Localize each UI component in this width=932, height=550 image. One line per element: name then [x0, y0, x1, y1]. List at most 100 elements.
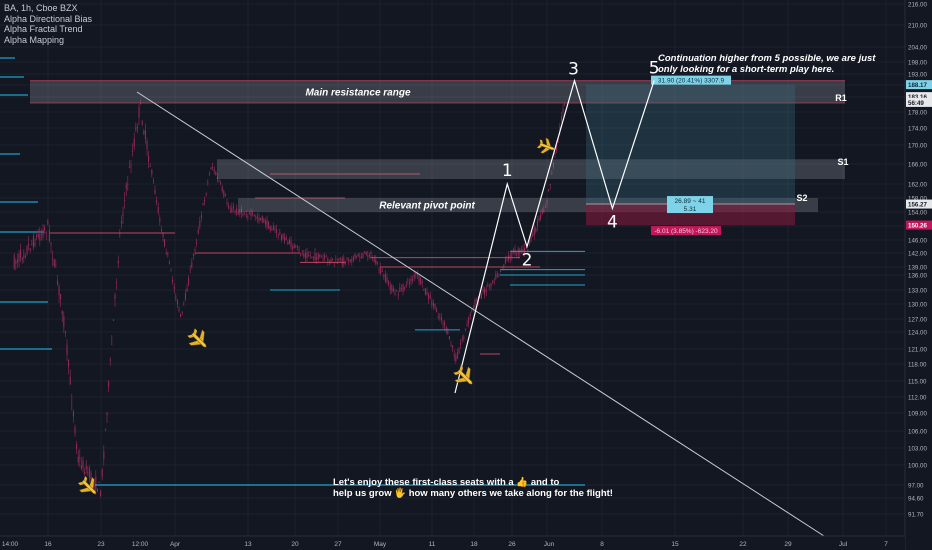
candle-body — [247, 216, 249, 218]
candle-body — [130, 165, 132, 168]
candle-body — [344, 261, 346, 264]
candle-body — [540, 214, 542, 220]
candle-body — [52, 258, 54, 260]
candle-body — [255, 216, 257, 219]
candle-body — [498, 273, 500, 275]
candle-body — [261, 215, 263, 223]
candle-body — [372, 258, 374, 260]
candle-body — [128, 166, 130, 168]
candle-body — [191, 262, 193, 268]
candle-body — [309, 254, 311, 256]
plane-wing — [540, 137, 552, 154]
candle-body — [428, 294, 430, 300]
zone-label: Relevant pivot point — [379, 201, 475, 212]
candle-body — [271, 229, 273, 231]
candle-body — [469, 313, 471, 317]
candle-body — [404, 287, 406, 289]
airplane-icon — [77, 475, 97, 495]
candle-body — [394, 292, 396, 295]
candle-body — [559, 126, 561, 131]
y-tick-label: 158.00 — [908, 196, 927, 203]
candle-body — [239, 211, 241, 214]
candle-body — [95, 476, 97, 490]
symbol-label[interactable]: BA, 1h, Cboe BZX — [4, 3, 78, 13]
candle-body — [55, 264, 57, 266]
candle-body — [149, 166, 151, 168]
candle-body — [96, 488, 98, 492]
candle-body — [151, 169, 153, 175]
plane-wing — [454, 366, 471, 383]
candle-body — [18, 253, 20, 262]
airplane-icon — [187, 328, 207, 348]
candle-body — [60, 294, 62, 300]
candle-body — [192, 254, 194, 256]
indicator-label[interactable]: Alpha Directional Bias — [4, 13, 93, 24]
candle-body — [132, 150, 134, 152]
candle-body — [437, 316, 439, 318]
candle-body — [213, 169, 215, 172]
candle-body — [258, 217, 260, 221]
indicator-label[interactable]: Alpha Fractal Trend — [4, 24, 83, 34]
support-zone — [217, 159, 845, 179]
price-axis: 91.70 94.60 97.00 100.00 103.00 106.00 109.00 1… — [904, 0, 932, 550]
x-tick-label: 23 — [97, 541, 105, 548]
x-tick-label: 8 — [600, 541, 604, 548]
candle-body — [112, 319, 114, 321]
candle-body — [13, 255, 15, 269]
candle-body — [268, 221, 270, 229]
candle-body — [346, 257, 348, 260]
elliott-wave-path — [454, 78, 655, 394]
candle-body — [503, 264, 505, 268]
price-candles — [13, 99, 566, 498]
candle-body — [287, 241, 289, 245]
candle-body — [45, 232, 47, 234]
wave-label-1: 1 — [502, 161, 513, 181]
candle-body — [48, 230, 50, 242]
candle-body — [332, 258, 334, 261]
candle-body — [104, 429, 106, 431]
candle-body — [208, 173, 210, 175]
indicator-label[interactable]: Alpha Mapping — [4, 34, 65, 45]
price-badge: 183.16 — [908, 94, 927, 101]
candle-body — [420, 278, 422, 285]
candle-body — [231, 207, 233, 213]
candle-body — [333, 262, 335, 264]
candle-body — [511, 250, 513, 257]
candle-body — [426, 291, 428, 295]
candle-body — [488, 285, 490, 287]
plane-fuselage — [539, 142, 555, 151]
y-tick-label: 162.00 — [908, 182, 927, 189]
candle-body — [450, 344, 452, 346]
candle-body — [207, 181, 209, 183]
candle-body — [317, 253, 319, 260]
candle-body — [325, 256, 327, 258]
level-labels: R1 S1 S2 — [796, 93, 848, 203]
candle-body — [495, 273, 497, 279]
candle-body — [103, 451, 105, 460]
y-tick-label: 142.00 — [908, 251, 927, 258]
candle-body — [322, 257, 324, 259]
candle-body — [106, 413, 108, 416]
candle-body — [148, 155, 150, 162]
candle-body — [476, 300, 478, 302]
candle-body — [532, 234, 534, 236]
stop-label: -6.01 (3.85%) -623.20 — [654, 228, 718, 235]
candle-body — [516, 254, 518, 256]
candle-body — [380, 267, 382, 274]
y-tick-label: 146.00 — [908, 238, 927, 245]
candle-body — [111, 343, 113, 345]
candle-body — [93, 485, 95, 487]
candle-body — [447, 330, 449, 335]
y-tick-label: 103.00 — [908, 446, 927, 453]
candle-body — [183, 301, 185, 303]
candle-body — [439, 316, 441, 318]
candle-body — [549, 184, 551, 186]
candle-body — [220, 182, 222, 184]
candle-body — [410, 278, 412, 282]
candle-body — [359, 256, 361, 259]
target-label-bg — [651, 75, 731, 85]
candle-body — [152, 180, 154, 182]
candle-body — [85, 465, 87, 470]
y-tick-label: 94.60 — [908, 496, 924, 503]
